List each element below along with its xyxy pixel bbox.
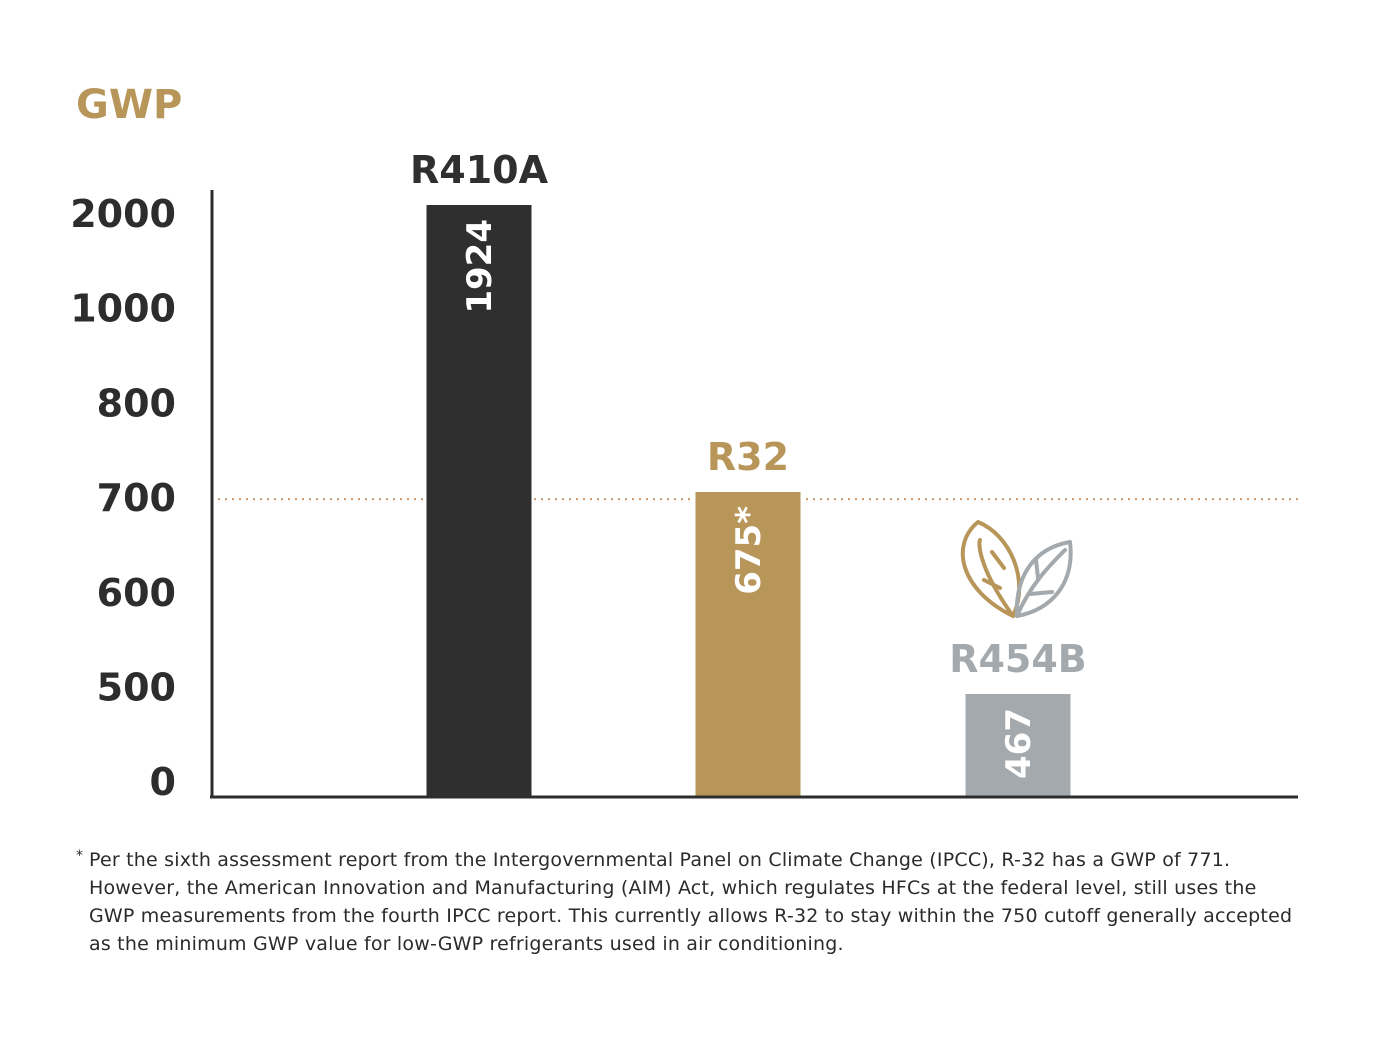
bar-r32 [695, 492, 801, 797]
category-label: R32 [707, 435, 789, 479]
category-label: R454B [949, 637, 1087, 681]
y-tick-label: 600 [97, 571, 176, 615]
y-axis-ticks: 2000 1000 800 700 600 500 0 [70, 192, 176, 804]
bars: 1924 675* 467 [426, 205, 1071, 797]
bar-r454b [965, 694, 1071, 797]
footnote: * Per the sixth assessment report from t… [76, 846, 1298, 958]
leaf-icon [960, 520, 1073, 618]
category-label: R410A [410, 148, 549, 192]
y-tick-label: 800 [97, 381, 176, 425]
footnote-text: Per the sixth assessment report from the… [89, 849, 1293, 955]
y-tick-label: 1000 [70, 287, 176, 331]
y-tick-label: 700 [97, 476, 176, 520]
bar-value-label: 675* [729, 506, 769, 595]
bar-r410a [426, 205, 532, 797]
category-labels: R410A R32 R454B [410, 148, 1087, 681]
y-tick-label: 0 [150, 760, 176, 804]
y-tick-label: 2000 [70, 192, 176, 236]
bar-value-label: 1924 [460, 219, 500, 314]
footnote-marker: * [76, 848, 84, 864]
y-axis-label: GWP [76, 82, 182, 128]
bar-value-label: 467 [999, 708, 1039, 779]
gwp-bar-chart: GWP 2000 1000 800 700 600 500 0 1924 675* 467 R4… [70, 82, 1298, 804]
y-tick-label: 500 [97, 666, 176, 710]
